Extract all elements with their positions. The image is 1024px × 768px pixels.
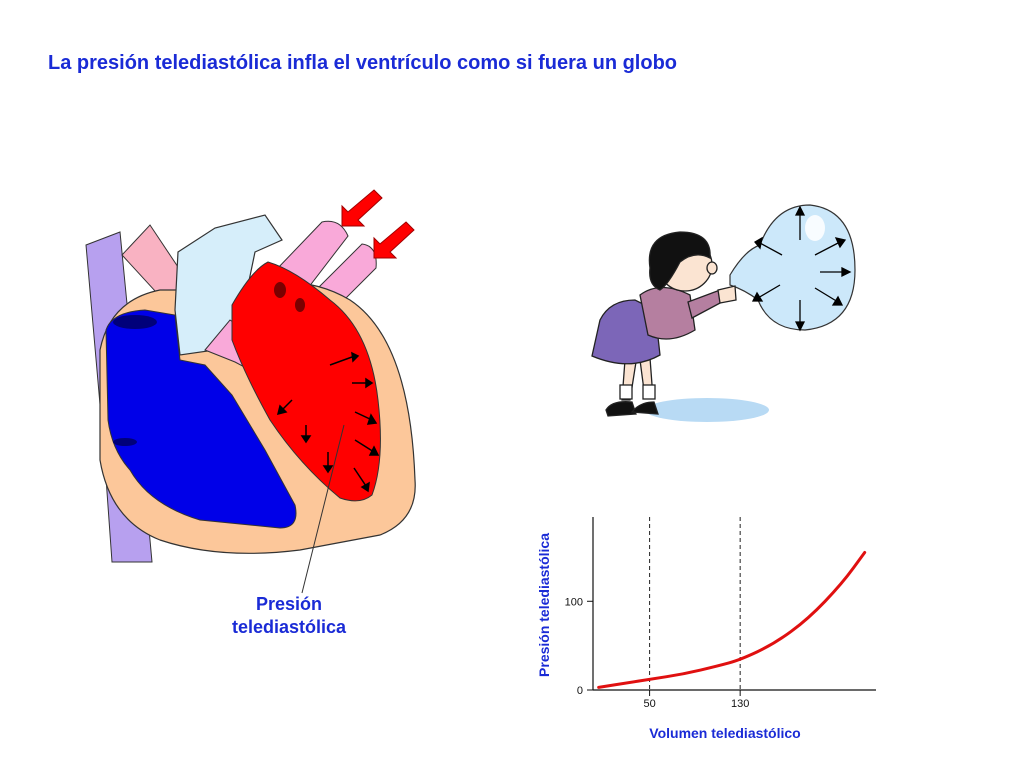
heart-label: Presión telediastólica — [200, 593, 378, 639]
child-icon — [591, 231, 737, 417]
balloon-pressure-arrows — [751, 205, 852, 332]
pressure-volume-curve — [597, 550, 867, 689]
dark-spot — [113, 438, 137, 446]
dark-spot — [113, 315, 157, 329]
inflow-arrows — [341, 189, 415, 259]
right-ventricle — [105, 309, 297, 529]
pressure-arrow-icon — [754, 236, 763, 250]
x-tick-label: 50 — [643, 698, 655, 710]
pressure-arrow-icon — [831, 295, 844, 306]
heart-label-line2: telediastólica — [231, 617, 347, 637]
left-ventricle — [231, 261, 381, 502]
y-axis-label: Presión telediastólica — [536, 533, 552, 677]
y-tick-label: 0 — [577, 685, 583, 697]
y-tick-label: 100 — [565, 596, 583, 608]
heart-label-line1: Presión — [255, 594, 323, 614]
inflow-arrow-icon — [373, 221, 415, 259]
dark-spot — [274, 282, 286, 298]
inflow-arrow-icon — [341, 189, 383, 227]
balloon-highlight — [805, 215, 825, 241]
aorta — [174, 214, 283, 356]
label-pointer-line — [301, 424, 345, 594]
pressure-arrow-icon — [834, 237, 847, 249]
x-axis-label: Volumen telediastólico — [649, 725, 800, 741]
pressure-arrow-icon — [794, 321, 806, 332]
dark-spot — [295, 298, 305, 312]
slide-title: La presión telediastólica infla el ventr… — [48, 52, 678, 74]
x-tick-label: 130 — [731, 698, 749, 710]
floor-shadow — [645, 398, 769, 422]
pressure-arrow-icon — [794, 205, 806, 216]
pressure-arrow-icon — [751, 291, 764, 302]
ventricle-pressure-arrows — [276, 351, 380, 493]
pressure-arrow-icon — [841, 266, 852, 278]
